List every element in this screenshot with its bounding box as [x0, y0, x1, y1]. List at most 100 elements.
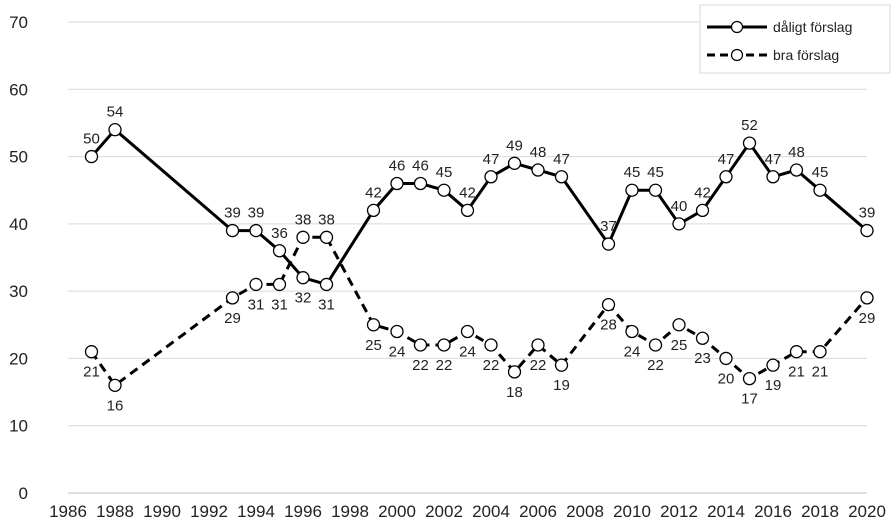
data-point-daligt [695, 203, 710, 218]
data-label-daligt: 45 [624, 164, 641, 181]
data-point-bra [437, 338, 451, 352]
legend-marker-bra [730, 48, 744, 62]
data-label-daligt: 46 [389, 157, 406, 174]
x-tick-label: 2014 [707, 502, 745, 521]
axes: 0 10 20 30 40 50 60 70 1986 1988 1990 1992 1994 1996 1… [9, 13, 886, 521]
x-tick-label: 2008 [566, 502, 604, 521]
data-label-daligt: 50 [83, 131, 100, 148]
data-label-bra: 31 [271, 296, 288, 313]
data-point-daligt [249, 223, 263, 238]
data-label-bra: 25 [365, 337, 382, 354]
data-point-daligt [507, 156, 522, 170]
data-label-bra: 28 [600, 317, 617, 334]
data-point-daligt [460, 203, 475, 218]
series-line-bra [90, 235, 869, 387]
data-point-daligt [225, 223, 240, 238]
data-label-daligt: 39 [248, 205, 265, 222]
data-point-daligt [531, 163, 545, 177]
data-point-daligt [413, 176, 428, 191]
data-point-daligt [390, 176, 404, 191]
data-label-bra: 38 [295, 211, 312, 228]
data-point-daligt [672, 217, 686, 231]
data-label-daligt: 49 [506, 137, 523, 154]
data-point-bra [695, 331, 710, 345]
data-point-daligt [484, 170, 498, 184]
data-point-daligt [766, 170, 780, 184]
data-label-bra: 38 [318, 211, 335, 228]
data-point-daligt [648, 183, 663, 197]
data-label-bra: 16 [107, 397, 124, 414]
data-point-bra [319, 230, 334, 244]
data-point-daligt [319, 277, 334, 292]
x-tick-label: 1988 [96, 502, 134, 521]
data-point-bra [672, 318, 686, 332]
series-line-daligt [90, 128, 868, 286]
x-tick-label: 1990 [143, 502, 181, 521]
data-point-daligt [554, 170, 569, 184]
data-point-bra [413, 338, 428, 352]
y-tick-label: 60 [9, 80, 28, 99]
legend-box [699, 4, 891, 74]
data-point-daligt [860, 223, 874, 238]
data-label-bra: 24 [389, 344, 406, 361]
data-point-bra [625, 324, 639, 339]
legend-label-daligt: dåligt förslag [773, 19, 852, 35]
data-point-bra [484, 338, 498, 352]
y-tick-label: 40 [9, 215, 28, 234]
data-point-daligt [742, 136, 757, 150]
data-label-bra: 21 [788, 364, 805, 381]
data-label-daligt: 45 [812, 164, 829, 181]
data-label-bra: 22 [647, 357, 664, 374]
data-label-bra: 29 [859, 310, 876, 327]
x-tick-label: 2010 [613, 502, 651, 521]
y-tick-label: 30 [9, 282, 28, 301]
x-tick-label: 2004 [472, 502, 510, 521]
x-tick-label: 2006 [519, 502, 557, 521]
data-point-bra [531, 338, 545, 352]
x-tick-label: 1994 [237, 502, 275, 521]
data-point-bra [507, 365, 522, 379]
data-point-bra [813, 345, 827, 359]
data-point-daligt [108, 123, 122, 137]
data-labels: 50 54 39 39 36 32 31 42 46 46 45 42 47 49 48 47 37 45 45 40… [83, 104, 875, 415]
x-tick-label: 1998 [331, 502, 369, 521]
data-label-daligt: 48 [788, 144, 805, 161]
x-tick-label: 2012 [660, 502, 698, 521]
data-point-daligt [625, 183, 639, 197]
data-point-bra [390, 324, 404, 339]
legend-marker-daligt [730, 20, 744, 34]
data-label-daligt: 42 [459, 184, 476, 201]
data-point-bra [860, 291, 874, 305]
data-label-bra: 31 [248, 296, 265, 313]
legend-label-bra: bra förslag [773, 47, 839, 63]
gridlines [68, 21, 867, 427]
x-tick-label: 2018 [801, 502, 839, 521]
data-label-bra: 19 [765, 377, 782, 394]
data-point-bra [554, 358, 569, 372]
data-label-daligt: 32 [295, 290, 312, 307]
data-point-bra [108, 378, 122, 392]
data-point-daligt [84, 149, 99, 164]
data-point-bra [272, 277, 287, 292]
data-label-daligt: 45 [436, 164, 453, 181]
data-point-daligt [601, 237, 616, 251]
data-point-daligt [719, 170, 733, 184]
data-label-daligt: 39 [859, 205, 876, 222]
data-label-daligt: 47 [553, 151, 570, 168]
data-label-bra: 20 [718, 370, 735, 387]
x-tick-label: 1996 [284, 502, 322, 521]
data-point-bra [225, 291, 240, 305]
data-label-bra: 17 [741, 391, 758, 408]
data-point-daligt [789, 163, 804, 177]
y-tick-label: 20 [9, 349, 28, 368]
x-tick-label: 1992 [190, 502, 228, 521]
data-point-bra [366, 318, 381, 332]
data-label-bra: 18 [506, 384, 523, 401]
data-point-bra [719, 351, 733, 366]
data-label-daligt: 47 [718, 151, 735, 168]
x-tick-label: 2002 [425, 502, 463, 521]
data-point-bra [296, 230, 310, 244]
data-point-daligt [813, 183, 827, 197]
data-label-daligt: 36 [271, 225, 288, 242]
